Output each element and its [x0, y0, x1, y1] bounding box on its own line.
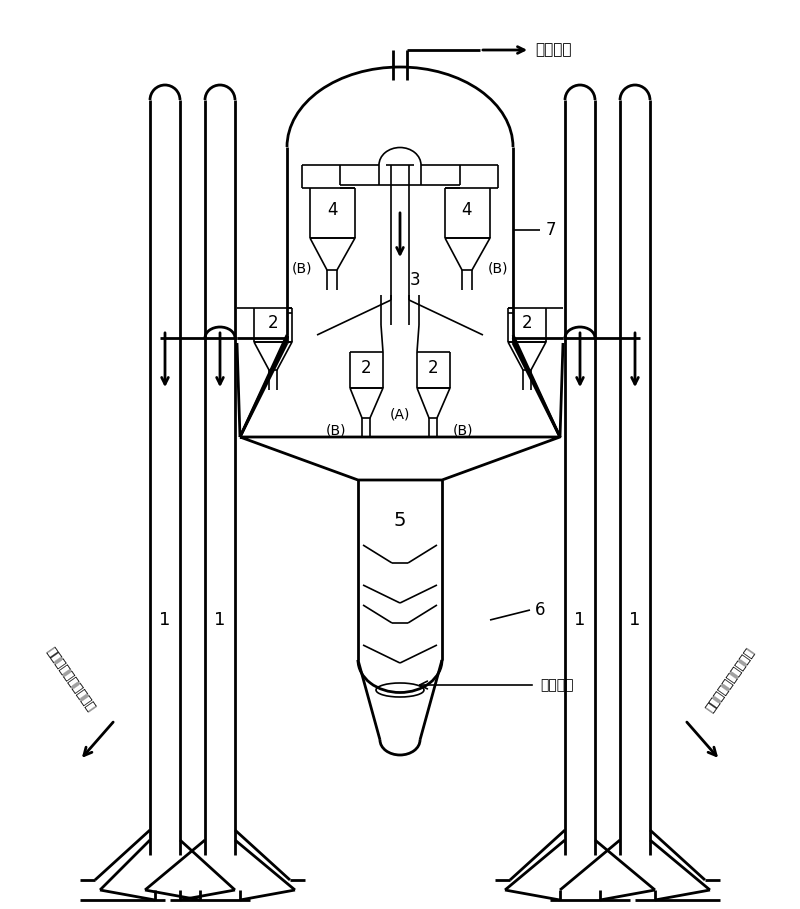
Text: (B): (B)	[453, 423, 474, 437]
Text: 4: 4	[326, 201, 338, 219]
Text: 反应油气: 反应油气	[535, 43, 571, 57]
Text: 再生催化剂自再生器来: 再生催化剂自再生器来	[703, 645, 757, 714]
Text: 3: 3	[410, 271, 420, 289]
Text: 汽提蒸汽: 汽提蒸汽	[540, 678, 574, 692]
Text: (B): (B)	[488, 261, 508, 275]
Text: 2: 2	[361, 359, 371, 377]
Text: 1: 1	[214, 611, 226, 629]
Text: 2: 2	[522, 314, 532, 332]
Text: (A): (A)	[390, 408, 410, 422]
Text: 半再生催化剂到再生器: 半再生催化剂到再生器	[43, 645, 97, 714]
Text: 1: 1	[159, 611, 170, 629]
Text: 6: 6	[535, 601, 546, 619]
Text: 1: 1	[574, 611, 586, 629]
Text: 2: 2	[268, 314, 278, 332]
Text: (B): (B)	[292, 261, 312, 275]
Text: (B): (B)	[326, 423, 346, 437]
Text: 5: 5	[394, 511, 406, 530]
Text: 7: 7	[546, 221, 557, 239]
Text: 2: 2	[428, 359, 438, 377]
Text: 1: 1	[630, 611, 641, 629]
Text: 4: 4	[462, 201, 472, 219]
